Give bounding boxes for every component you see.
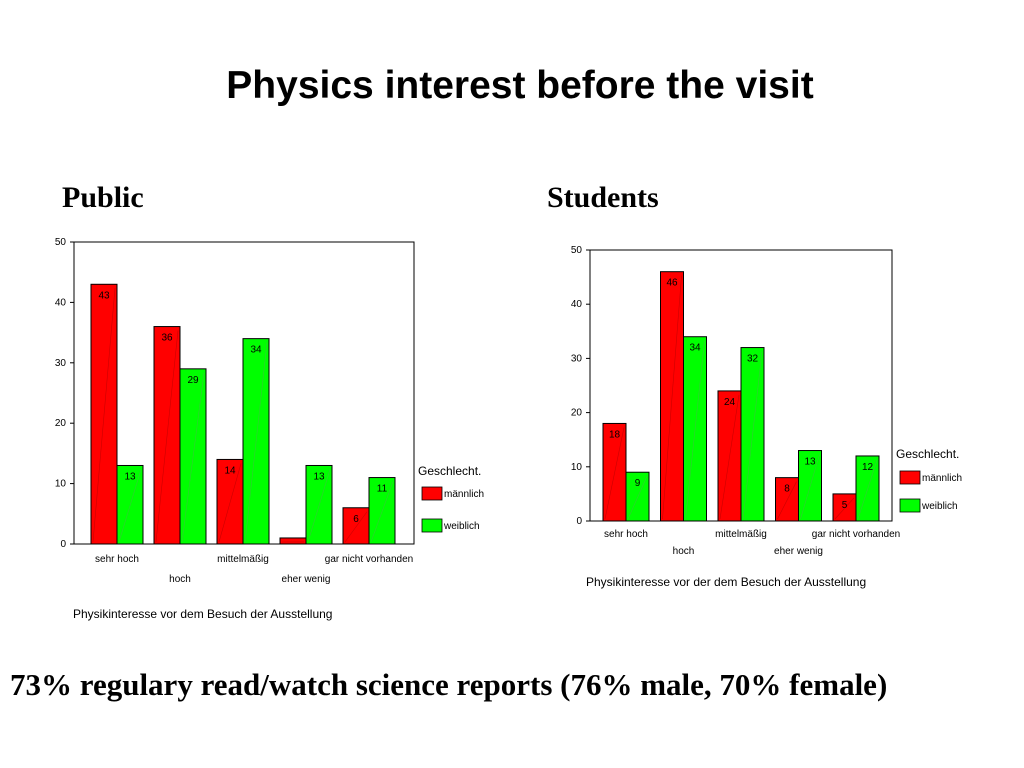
data-label: 13 (313, 471, 325, 482)
legend-label: weiblich (921, 501, 958, 512)
legend-swatch-maennlich (899, 470, 921, 485)
y-tick-label: 0 (60, 539, 66, 550)
footer-summary: 73% regulary read/watch science reports … (10, 667, 888, 702)
bar-diagonal (307, 469, 331, 543)
y-tick-label: 50 (571, 245, 583, 256)
data-label: 14 (224, 465, 236, 476)
bar-diagonal (244, 342, 268, 543)
chart-public: 0 10 20 30 40 50 43 13 sehr hoch 36 29 hoch 14 34 mitt… (55, 237, 484, 621)
x-category-label: gar nicht vorhanden (812, 529, 900, 540)
panel-heading-students: Students (547, 181, 659, 214)
bar-diagonal (155, 330, 179, 543)
bar-diagonal (181, 372, 205, 543)
x-axis-caption: Physikinteresse vor dem Besuch der Ausst… (73, 607, 332, 621)
legend-label: männlich (444, 489, 484, 500)
bar-diagonal (742, 351, 763, 520)
data-label: 24 (724, 397, 736, 408)
bar-diagonal (777, 481, 797, 520)
x-category-label: mittelmäßig (217, 554, 269, 565)
bar-diagonal (344, 511, 368, 543)
bar-weiblich (116, 464, 144, 545)
data-label: 11 (377, 484, 388, 495)
legend-swatch-maennlich (421, 486, 443, 501)
legend-swatch-weiblich (421, 518, 443, 533)
data-label: 18 (609, 429, 621, 440)
data-label: 9 (635, 478, 641, 489)
data-label: 13 (804, 457, 816, 468)
bar-diagonal (92, 288, 116, 543)
panel-heading-public: Public (62, 181, 144, 214)
bar-diagonal (719, 394, 740, 520)
data-label: 6 (353, 514, 359, 525)
x-axis-caption: Physikinteresse vor der dem Besuch der A… (586, 575, 866, 589)
y-tick-label: 50 (55, 237, 67, 248)
data-label: 5 (842, 500, 848, 511)
x-category-label: hoch (673, 546, 695, 557)
data-label: 36 (161, 333, 173, 344)
y-tick-label: 30 (571, 353, 583, 364)
data-label: 46 (666, 278, 678, 289)
data-label: 8 (784, 484, 790, 495)
legend-label: männlich (922, 473, 962, 484)
legend-title: Geschlecht. (896, 447, 959, 461)
data-label: 34 (250, 345, 262, 356)
slide-title: Physics interest before the visit (226, 64, 814, 107)
y-tick-label: 40 (55, 297, 67, 308)
x-category-label: gar nicht vorhanden (325, 554, 413, 565)
bar-diagonal (662, 275, 682, 520)
data-label: 12 (862, 462, 874, 473)
bar-diagonal (834, 497, 855, 520)
legend-label: weiblich (443, 521, 480, 532)
x-category-label: sehr hoch (604, 529, 648, 540)
y-tick-label: 40 (571, 299, 583, 310)
bar-diagonal (370, 481, 394, 543)
data-label: 34 (689, 343, 701, 354)
data-label: 32 (747, 354, 759, 365)
x-category-label: mittelmäßig (715, 529, 767, 540)
x-category-label: sehr hoch (95, 554, 139, 565)
x-category-label: hoch (169, 574, 191, 585)
bar-diagonal (685, 340, 705, 520)
bar-diagonal (604, 427, 625, 520)
y-tick-label: 20 (55, 418, 67, 429)
bar-maennlich (342, 507, 370, 545)
bar-maennlich (279, 537, 307, 545)
data-label: 13 (124, 471, 136, 482)
bar-diagonal (118, 469, 142, 543)
bar-diagonal (800, 454, 820, 520)
legend-title: Geschlecht. (418, 464, 481, 478)
y-tick-label: 0 (576, 516, 582, 527)
y-tick-label: 10 (55, 479, 67, 490)
data-label: 29 (187, 375, 199, 386)
y-tick-label: 10 (571, 462, 583, 473)
bar-diagonal (857, 459, 878, 520)
y-tick-label: 30 (55, 358, 67, 369)
x-category-label: eher wenig (774, 546, 823, 557)
data-label: 43 (98, 290, 110, 301)
legend-swatch-weiblich (899, 498, 921, 513)
bar-diagonal (627, 476, 648, 520)
chart-students: 0 10 20 30 40 50 18 9 sehr hoch 46 34 hoch 24 32 mitte… (571, 245, 962, 589)
x-category-label: eher wenig (282, 574, 331, 585)
bar-diagonal (218, 463, 242, 543)
y-tick-label: 20 (571, 408, 583, 419)
